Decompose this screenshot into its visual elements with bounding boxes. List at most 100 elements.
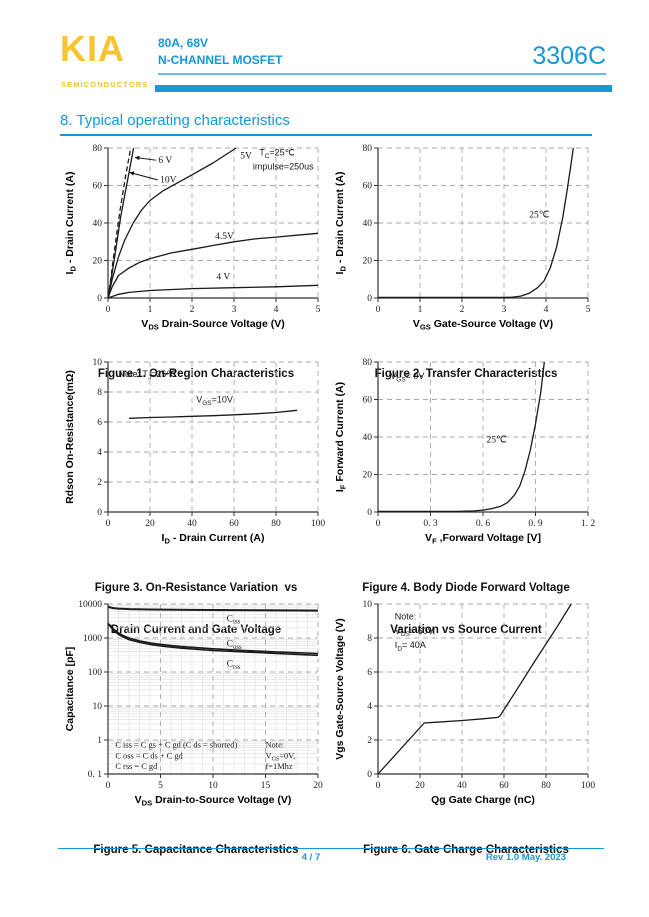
svg-text:2: 2 (460, 305, 465, 315)
figure-4: 0 0. 3 0. 6 0. 9 1. 2 0 20 40 60 80 VGS= 0V 25℃ VF ,… (332, 354, 600, 665)
svg-text:VGS=0V,: VGS=0V, (266, 751, 296, 762)
header-thin-divider (158, 73, 606, 75)
svg-text:0: 0 (376, 781, 381, 791)
svg-text:100: 100 (311, 519, 326, 529)
svg-text:5: 5 (586, 305, 591, 315)
svg-text:6: 6 (367, 668, 372, 678)
svg-text:40: 40 (363, 433, 373, 443)
svg-text:60: 60 (363, 396, 373, 406)
svg-text:VDS Drain-to-Source Voltage (V: VDS Drain-to-Source Voltage (V) (135, 794, 292, 807)
figure-1-chart: 0 1 2 3 4 5 0 20 40 60 80 TC=25℃ impulse=250us 6 V 10V… (64, 144, 321, 331)
svg-text:VGS= 0V: VGS= 0V (390, 371, 424, 383)
svg-text:VDS Drain-Source Voltage (V): VDS Drain-Source Voltage (V) (141, 318, 284, 331)
caption-line: Figure 6. Gate Charge Characteristics (363, 844, 569, 856)
device-rating: 80A, 68V (158, 36, 209, 50)
svg-text:Note:: Note: (395, 611, 417, 621)
svg-text:0: 0 (367, 770, 372, 780)
figure-5: 0 5 10 15 20 0. 1 1 10 100 1000 10000 Ciss Coss Crss C… (62, 596, 330, 913)
svg-text:40: 40 (93, 219, 103, 229)
svg-text:80: 80 (363, 358, 373, 368)
footer-divider (58, 848, 604, 849)
svg-text:20: 20 (93, 257, 103, 267)
svg-text:4 V: 4 V (216, 272, 230, 282)
svg-text:ID - Drain Current (A): ID - Drain Current (A) (334, 172, 347, 275)
svg-text:impulse=250us: impulse=250us (253, 162, 314, 172)
header-thick-divider (155, 85, 612, 92)
svg-text:ID - Drain Current (A): ID - Drain Current (A) (64, 172, 77, 275)
svg-text:0. 3: 0. 3 (423, 519, 438, 529)
figure-1-caption: Figure 1. On-Region Characteristics (62, 339, 330, 437)
svg-text:5V: 5V (240, 151, 252, 161)
caption-line: Figure 4. Body Diode Forward Voltage (362, 582, 570, 594)
svg-text:25℃: 25℃ (487, 436, 508, 446)
caption-line: Figure 5. Capacitance Characteristics (93, 844, 299, 856)
figure-1: 0 1 2 3 4 5 0 20 40 60 80 TC=25℃ impulse=250us 6 V 10V… (62, 140, 330, 437)
svg-text:4: 4 (367, 702, 372, 712)
svg-text:40: 40 (187, 519, 197, 529)
svg-text:8: 8 (367, 634, 372, 644)
svg-text:10: 10 (208, 781, 218, 791)
caption-line: Variation vs Source Current (390, 624, 542, 636)
svg-text:4: 4 (97, 448, 102, 458)
kia-logo: KIA (60, 28, 125, 69)
svg-text:1: 1 (148, 305, 153, 315)
svg-text:VDS= 60V,: VDS= 60V, (395, 626, 436, 638)
svg-text:15: 15 (261, 781, 271, 791)
svg-text:10: 10 (93, 702, 103, 712)
figure-3-chart: 0 20 40 60 80 100 0 2 4 6 8 10 Note: TJ=25℃ VGS=10V ID… (64, 358, 326, 545)
svg-text:20: 20 (363, 257, 373, 267)
svg-text:1. 2: 1. 2 (581, 519, 596, 529)
svg-text:10V: 10V (160, 176, 177, 186)
svg-text:0: 0 (376, 519, 381, 529)
svg-text:0: 0 (97, 508, 102, 518)
svg-text:0. 9: 0. 9 (528, 519, 543, 529)
svg-text:8: 8 (97, 388, 102, 398)
svg-text:Ciss: Ciss (227, 614, 241, 625)
svg-text:C oss = C ds + C gd: C oss = C ds + C gd (115, 751, 183, 760)
svg-text:2: 2 (190, 305, 195, 315)
figure-6: 0 20 40 60 80 100 0 2 4 6 8 10 Note: VDS= 60V, ID= 40A… (332, 596, 600, 913)
svg-text:2: 2 (367, 736, 372, 746)
svg-text:VGS Gate-Source Voltage (V): VGS Gate-Source Voltage (V) (413, 318, 553, 331)
svg-text:60: 60 (363, 182, 373, 192)
kia-logo-subtext: SEMICONDUCTORS (61, 80, 149, 89)
svg-text:4.5V: 4.5V (215, 232, 234, 242)
figure-5-caption: Figure 5. Capacitance Characteristics (62, 815, 330, 913)
svg-text:100: 100 (88, 668, 103, 678)
figure-2-chart: 0 1 2 3 4 5 0 20 40 60 80 25℃ VGS Gate-Source Voltag… (334, 144, 591, 331)
svg-text:80: 80 (271, 519, 281, 529)
svg-text:80: 80 (363, 144, 373, 154)
svg-text:60: 60 (229, 519, 239, 529)
figure-2: 0 1 2 3 4 5 0 20 40 60 80 25℃ VGS Gate-Source Voltag… (332, 140, 600, 437)
svg-text:0. 1: 0. 1 (88, 770, 103, 780)
svg-text:Note:: Note: (266, 741, 285, 750)
svg-text:20: 20 (363, 471, 373, 481)
figure-6-chart: 0 20 40 60 80 100 0 2 4 6 8 10 Note: VDS= 60V, ID= 40A… (334, 600, 595, 806)
svg-text:10000: 10000 (78, 600, 102, 610)
svg-text:3: 3 (502, 305, 507, 315)
svg-text:20: 20 (415, 781, 425, 791)
svg-text:4: 4 (274, 305, 279, 315)
svg-text:IF Forward Current (A): IF Forward Current (A) (334, 382, 347, 492)
svg-text:25℃: 25℃ (529, 210, 550, 220)
svg-text:6: 6 (97, 418, 102, 428)
svg-text:80: 80 (541, 781, 551, 791)
svg-text:0. 6: 0. 6 (476, 519, 491, 529)
svg-text:0: 0 (97, 294, 102, 304)
figure-5-chart: 0 5 10 15 20 0. 1 1 10 100 1000 10000 Ciss Coss Crss C… (64, 600, 323, 807)
device-type: N-CHANNEL MOSFET (158, 53, 283, 67)
svg-text:40: 40 (457, 781, 467, 791)
svg-text:C iss = C gs + C gd (C ds = sh: C iss = C gs + C gd (C ds = shorted) (115, 741, 237, 750)
figure-4-chart: 0 0. 3 0. 6 0. 9 1. 2 0 20 40 60 80 VGS= 0V 25℃ VF ,… (334, 358, 596, 545)
caption-line: Figure 3. On-Resistance Variation vs (94, 582, 298, 594)
svg-text:10: 10 (363, 600, 373, 610)
svg-text:0: 0 (376, 305, 381, 315)
page-number: 4 / 7 (301, 852, 321, 863)
svg-text:Qg Gate Charge (nC): Qg Gate Charge (nC) (431, 794, 535, 806)
svg-text:VF ,Forward Voltage [V]: VF ,Forward Voltage [V] (425, 532, 541, 545)
part-number: 3306C (532, 42, 606, 70)
svg-text:4: 4 (544, 305, 549, 315)
svg-text:1000: 1000 (83, 634, 102, 644)
section-title: 8. Typical operating characteristics (60, 112, 592, 136)
